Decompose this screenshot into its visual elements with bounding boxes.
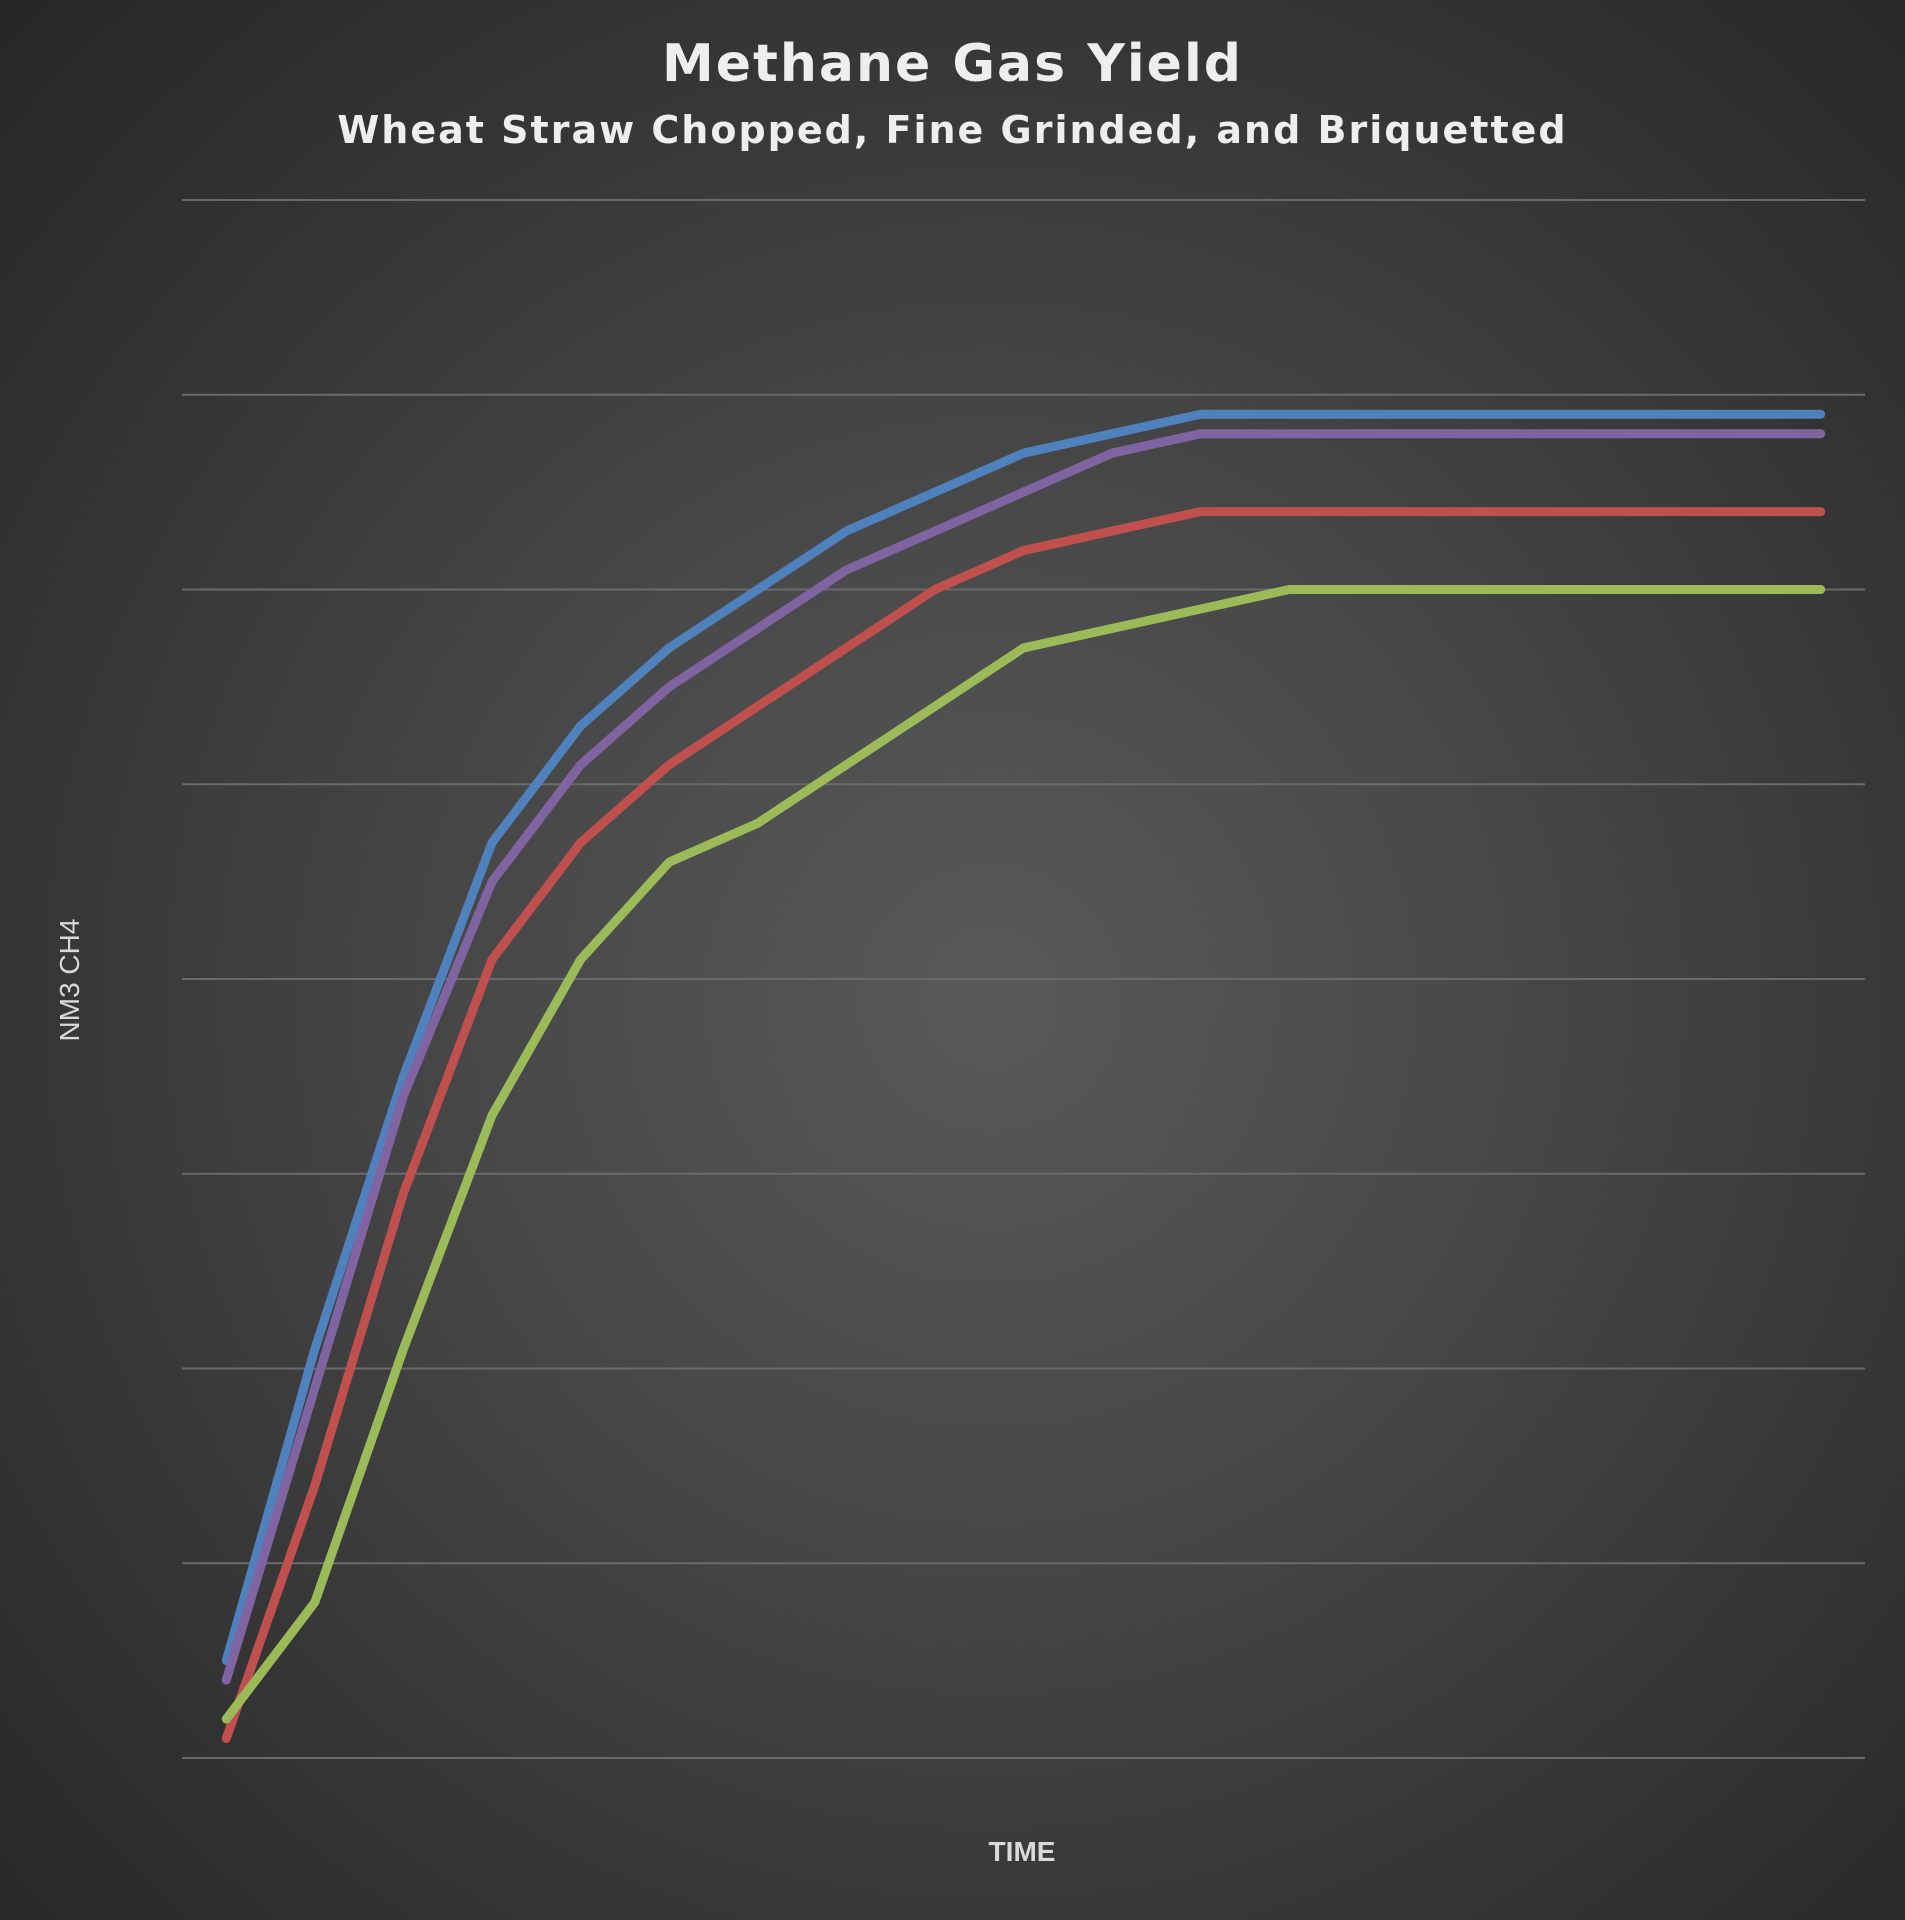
series-line-1 <box>221 409 1826 1666</box>
x-axis-label: TIME <box>988 1836 1056 1867</box>
series-line-4 <box>221 585 1826 1724</box>
chart-title: Methane Gas Yield <box>662 34 1243 94</box>
series-line-2 <box>221 429 1826 1685</box>
chart-subtitle: Wheat Straw Chopped, Fine Grinded, and B… <box>337 108 1568 152</box>
series-line-3 <box>221 507 1826 1744</box>
